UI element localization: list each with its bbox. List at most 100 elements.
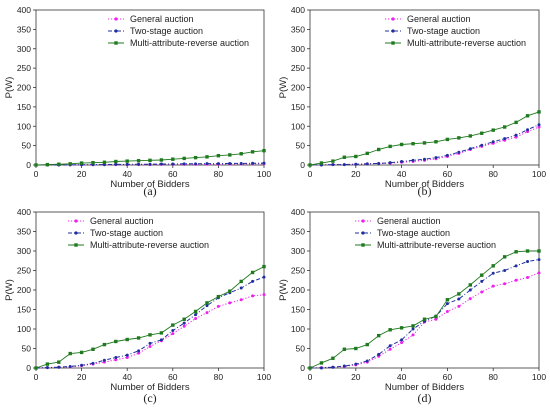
- legend: General auction Two-stage auction Multi-at…: [385, 14, 526, 48]
- x-tick-label: 20: [351, 372, 361, 382]
- y-tick-label: 150: [291, 102, 305, 112]
- data-point: [171, 162, 175, 166]
- series-2: [34, 275, 266, 370]
- y-tick-label: 100: [291, 324, 305, 334]
- data-point: [331, 356, 335, 360]
- data-point: [445, 137, 450, 142]
- legend-entry: General auction: [407, 14, 471, 24]
- data-point: [434, 314, 438, 319]
- y-tick-label: 200: [17, 83, 31, 93]
- panel-caption: (c): [143, 391, 156, 405]
- data-point: [148, 158, 152, 163]
- data-point: [537, 249, 541, 253]
- x-tick-label: 0: [34, 169, 39, 179]
- data-point: [148, 162, 152, 166]
- y-tick-label: 250: [291, 63, 305, 73]
- data-point: [480, 273, 484, 277]
- x-tick-label: 40: [122, 169, 132, 179]
- data-point: [422, 317, 427, 321]
- data-point: [114, 358, 118, 362]
- y-tick-label: 200: [291, 285, 305, 295]
- data-point: [34, 163, 38, 167]
- data-point: [148, 345, 152, 349]
- data-point: [114, 339, 118, 344]
- legend-entry: Multi-attribute-reverse auction: [90, 240, 209, 250]
- data-point: [331, 159, 335, 163]
- chart-panel-d: 0 50 100 150 200 250 300 350 400 0 20 40 60 80 100 Numb…: [278, 207, 546, 405]
- legend: General auction Two-stage auction Multi-at…: [355, 216, 496, 250]
- legend-swatch-marker: [74, 243, 78, 247]
- legend-swatch-marker: [114, 41, 118, 45]
- data-point: [377, 147, 381, 152]
- x-tick-label: 60: [443, 169, 453, 179]
- legend-entry: Multi-attribute-reverse auction: [130, 38, 249, 48]
- data-point: [445, 298, 450, 302]
- data-point: [228, 161, 232, 165]
- y-tick-label: 350: [17, 24, 31, 34]
- series-2: [308, 258, 541, 370]
- series-2: [308, 123, 541, 167]
- data-point: [251, 294, 255, 298]
- legend-entry: General auction: [90, 216, 154, 226]
- data-point: [503, 137, 507, 141]
- y-tick-label: 300: [291, 44, 305, 54]
- y-tick-label: 50: [296, 141, 306, 151]
- data-point: [377, 161, 381, 165]
- data-point: [537, 110, 541, 114]
- data-point: [125, 159, 129, 163]
- data-point: [137, 162, 141, 166]
- data-point: [148, 341, 152, 345]
- data-point: [102, 160, 107, 164]
- y-tick-label: 100: [291, 121, 305, 131]
- data-point: [480, 290, 484, 294]
- data-point: [365, 151, 369, 156]
- data-point: [491, 140, 495, 144]
- y-tick-label: 0: [26, 160, 31, 170]
- data-point: [205, 155, 209, 159]
- series-1: [34, 293, 266, 370]
- data-point: [194, 162, 198, 166]
- data-point: [331, 163, 335, 167]
- data-point: [514, 278, 518, 282]
- y-tick-label: 400: [17, 5, 31, 15]
- data-point: [193, 309, 198, 314]
- data-point: [480, 143, 484, 147]
- y-tick-label: 250: [17, 266, 31, 276]
- data-point: [457, 136, 461, 140]
- data-point: [34, 366, 38, 370]
- data-point: [480, 279, 484, 283]
- x-tick-label: 20: [351, 169, 361, 179]
- legend: General auction Two-stage auction Multi-at…: [108, 14, 249, 48]
- data-point: [468, 297, 472, 301]
- data-point: [228, 289, 232, 293]
- chart-panel-c: 0 50 100 150 200 250 300 350 400 0 20 40 60 80 100 Numb…: [4, 207, 271, 405]
- data-point: [400, 338, 404, 342]
- y-tick-label: 150: [291, 305, 305, 315]
- data-point: [388, 347, 392, 351]
- data-point: [250, 270, 255, 275]
- legend-swatch-marker: [361, 231, 365, 235]
- x-axis-label: Number of Bidders: [110, 382, 189, 393]
- chart-panel-a: 0 50 100 150 200 250 300 350 400 0 20 40 60 80 100 Numb…: [4, 5, 271, 198]
- data-point: [182, 317, 186, 321]
- data-point: [342, 155, 347, 159]
- data-point: [114, 355, 118, 359]
- data-point: [388, 161, 392, 165]
- data-point: [445, 309, 449, 313]
- legend-swatch-marker: [391, 41, 395, 45]
- data-point: [262, 148, 266, 153]
- data-point: [136, 336, 141, 340]
- data-point: [171, 329, 175, 333]
- data-point: [239, 279, 243, 284]
- data-point: [251, 161, 255, 165]
- data-point: [137, 349, 141, 353]
- data-point: [514, 264, 518, 268]
- data-point: [434, 156, 438, 160]
- data-point: [526, 260, 530, 264]
- data-point: [457, 297, 461, 301]
- data-point: [182, 324, 186, 328]
- data-point: [377, 333, 381, 338]
- chart-panel-b: 0 50 100 150 200 250 300 350 400 0 20 40 60 80 100 Numb…: [278, 5, 546, 198]
- panel-caption: (a): [143, 184, 156, 198]
- x-tick-label: 40: [122, 372, 132, 382]
